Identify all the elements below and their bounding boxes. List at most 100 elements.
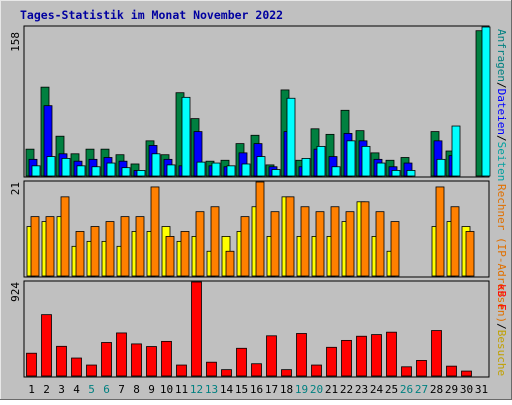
x-tick-label-day-8: 8 [133, 383, 140, 396]
legend-entry-1-4: Seiten [495, 142, 508, 182]
bar-kb-day-28 [431, 330, 442, 377]
legend-panel-1: Anfragen/Dateien/Seiten [495, 29, 508, 181]
bar-seiten-day-2 [46, 156, 56, 177]
bar-seiten-day-23 [361, 145, 371, 177]
x-tick-label-day-4: 4 [73, 383, 80, 396]
bar-kb-day-30 [461, 370, 472, 377]
x-tick-label-day-30: 30 [460, 383, 473, 396]
bar-seiten-day-26 [406, 170, 416, 177]
bar-kb-day-25 [386, 331, 397, 377]
bar-rechner-ip-adressen--day-1 [30, 216, 40, 277]
x-tick-label-day-20: 20 [310, 383, 323, 396]
bar-rechner-ip-adressen--day-22 [345, 211, 355, 277]
bar-kb-day-21 [326, 346, 337, 377]
bar-rechner-ip-adressen--day-21 [330, 206, 340, 277]
bar-seiten-day-13 [211, 162, 221, 177]
x-tick-label-day-11: 11 [175, 383, 188, 396]
bar-rechner-ip-adressen--day-13 [210, 206, 220, 277]
bar-seiten-day-1 [31, 165, 41, 177]
bar-kb-day-20 [311, 364, 322, 377]
x-tick-label-day-10: 10 [160, 383, 173, 396]
legend-entry-1-2: Dateien [495, 89, 508, 135]
x-tick-label-day-23: 23 [355, 383, 368, 396]
bar-seiten-day-7 [121, 167, 131, 177]
bar-seiten-day-20 [316, 145, 326, 177]
x-tick-label-day-7: 7 [118, 383, 125, 396]
bar-kb-day-26 [401, 366, 412, 377]
bar-rechner-ip-adressen--day-16 [255, 181, 265, 277]
bar-kb-day-12 [191, 281, 202, 377]
bar-rechner-ip-adressen--day-2 [45, 216, 55, 277]
bar-seiten-day-11 [181, 96, 191, 177]
bar-rechner-ip-adressen--day-25 [390, 221, 400, 277]
bar-rechner-ip-adressen--day-17 [270, 211, 280, 277]
bar-seiten-day-10 [166, 164, 176, 177]
bar-seiten-day-28 [436, 158, 446, 177]
legend-entry-1-0: Anfragen [495, 29, 508, 82]
x-tick-label-day-13: 13 [205, 383, 218, 396]
legend-entry-3-0: kB F [495, 284, 508, 311]
bar-rechner-ip-adressen--day-10 [165, 236, 175, 277]
x-tick-label-day-24: 24 [370, 383, 384, 396]
x-tick-label-day-6: 6 [103, 383, 110, 396]
x-tick-label-day-12: 12 [190, 383, 203, 396]
bar-rechner-ip-adressen--day-20 [315, 211, 325, 277]
legend-entry-2-0: Rechner (IP-Adressen) [495, 184, 508, 323]
bar-kb-day-29 [446, 365, 457, 377]
bar-seiten-day-21 [331, 166, 341, 177]
bar-rechner-ip-adressen--day-3 [60, 196, 70, 277]
x-tick-label-day-25: 25 [385, 383, 398, 396]
bar-seiten-day-14 [226, 165, 236, 177]
x-tick-label-day-29: 29 [445, 383, 458, 396]
bar-kb-day-24 [371, 334, 382, 377]
x-tick-label-day-28: 28 [430, 383, 443, 396]
bar-seiten-day-24 [376, 162, 386, 177]
x-tick-label-day-21: 21 [325, 383, 338, 396]
bar-rechner-ip-adressen--day-29 [450, 206, 460, 277]
bar-kb-day-7 [116, 332, 127, 377]
x-tick-label-day-16: 16 [250, 383, 263, 396]
bar-kb-day-15 [236, 347, 247, 377]
bar-seiten-day-6 [106, 162, 116, 177]
x-tick-label-day-9: 9 [148, 383, 155, 396]
panel2-ymax-label: 21 [9, 182, 22, 195]
bar-rechner-ip-adressen--day-28 [435, 186, 445, 277]
panel1-ymax-label: 158 [9, 32, 22, 52]
x-tick-label-day-3: 3 [58, 383, 65, 396]
bar-rechner-ip-adressen--day-15 [240, 216, 250, 277]
x-tick-label-day-27: 27 [415, 383, 428, 396]
x-tick-label-day-19: 19 [295, 383, 308, 396]
bar-kb-day-9 [146, 346, 157, 377]
bar-seiten-day-29 [451, 125, 461, 177]
legend-entry-1-1: / [495, 82, 508, 89]
bar-kb-day-3 [56, 345, 67, 377]
bar-seiten-day-17 [271, 169, 281, 177]
chart-title: Tages-Statistik im Monat November 2022 [20, 8, 283, 22]
bar-kb-day-6 [101, 342, 112, 377]
bar-rechner-ip-adressen--day-6 [105, 221, 115, 277]
x-tick-label-day-15: 15 [235, 383, 248, 396]
bar-kb-day-8 [131, 343, 142, 377]
bar-seiten-day-15 [241, 163, 251, 177]
bar-rechner-ip-adressen--day-24 [375, 211, 385, 277]
bar-kb-day-10 [161, 340, 172, 377]
bar-rechner-ip-adressen--day-4 [75, 231, 85, 277]
x-tick-label-day-22: 22 [340, 383, 353, 396]
bar-kb-day-19 [296, 333, 307, 377]
bar-rechner-ip-adressen--day-19 [300, 206, 310, 277]
bar-rechner-ip-adressen--day-9 [150, 186, 160, 277]
bar-seiten-day-16 [256, 156, 266, 177]
bar-seiten-day-3 [61, 158, 71, 177]
x-axis-day-labels: 1 2 3 4 5 6 7 8 9 10 11 12 13 14 15 16 17 18 19 20 21 22 23 24 2… [28, 383, 488, 396]
bar-kb-day-5 [86, 364, 97, 377]
bar-kb-day-4 [71, 357, 82, 377]
x-tick-label-day-17: 17 [265, 383, 278, 396]
x-tick-label-day-31: 31 [475, 383, 488, 396]
bar-rechner-ip-adressen--day-14 [225, 250, 235, 277]
bar-rechner-ip-adressen--day-11 [180, 231, 190, 277]
bar-kb-day-17 [266, 335, 277, 377]
bar-seiten-day-8 [136, 170, 146, 177]
bar-kb-day-16 [251, 363, 262, 377]
bar-kb-day-2 [41, 314, 52, 377]
